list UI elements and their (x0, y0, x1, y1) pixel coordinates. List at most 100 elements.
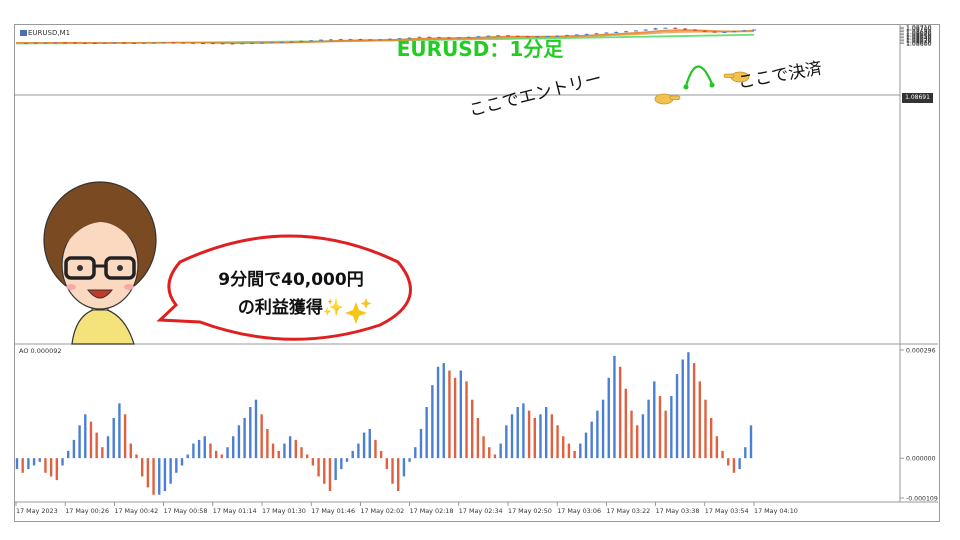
candle-body (742, 30, 747, 32)
y-tick-label: 1.08670 (906, 31, 932, 38)
candle-body (210, 43, 215, 45)
current-price-badge: 1.08691 (902, 93, 933, 103)
x-tick-label: 17 May 01:30 (262, 507, 306, 515)
bubble-line-1: 9分間で40,000円 (218, 270, 364, 290)
candle-body (515, 35, 520, 37)
candle-body (555, 35, 560, 37)
candle-body (269, 42, 274, 44)
y-tick-label: 1.08640 (906, 35, 932, 42)
candle-body (33, 42, 38, 44)
candle-body (614, 31, 619, 33)
candle-body (397, 38, 402, 40)
candle-body (368, 39, 373, 41)
bubble-text: 9分間で40,000円 の利益獲得✨ (186, 266, 396, 322)
candle-body (73, 42, 78, 44)
candle-body (260, 42, 264, 44)
top-arc-arrow (684, 65, 714, 87)
candle-body (250, 42, 255, 44)
candle-body (427, 36, 432, 38)
character-illustration-icon (43, 181, 157, 345)
x-tick-label: 17 May 00:26 (65, 507, 109, 515)
x-tick-label: 17 May 00:42 (114, 507, 158, 515)
candle-body (486, 35, 491, 37)
hand-pointing-left-icon (723, 71, 750, 83)
candle-body (378, 39, 383, 41)
candle-body (456, 37, 461, 39)
candle-body (633, 30, 638, 32)
ao-tick-label: -0.000109 (906, 496, 938, 503)
candle-body (161, 42, 166, 44)
candle-body (446, 37, 451, 39)
x-tick-label: 17 May 03:06 (557, 507, 601, 515)
candle-body (92, 42, 97, 44)
y-tick-label: 1.08700 (906, 26, 932, 33)
x-tick-label: 17 May 02:50 (508, 507, 552, 515)
entry-point-marker (683, 84, 689, 90)
chart-window-icon (20, 30, 27, 36)
candle-body (328, 39, 333, 41)
candle-body (722, 31, 727, 33)
x-tick-label: 17 May 2023 (16, 507, 58, 515)
candle-body (338, 39, 343, 41)
exit-point-marker (709, 82, 715, 88)
candle-body (102, 42, 107, 44)
y-tick-label: 1.08650 (906, 34, 932, 41)
candle-body (407, 37, 412, 39)
y-tick-label: 1.08610 (906, 40, 932, 47)
candle-body (387, 38, 392, 40)
hand-pointing-right-icon (654, 93, 681, 105)
sparkles-icon (345, 298, 372, 324)
candle-body (732, 31, 737, 33)
y-tick-label: 1.08630 (906, 37, 932, 44)
candle-body (624, 31, 629, 33)
candle-body (594, 33, 599, 35)
x-tick-label: 17 May 03:22 (606, 507, 650, 515)
candle-body (574, 34, 579, 36)
candle-body (230, 43, 235, 45)
x-tick-label: 17 May 01:46 (311, 507, 355, 515)
candle-body (545, 36, 550, 38)
candle-body (358, 39, 363, 41)
candle-body (299, 40, 304, 42)
candle-body (151, 42, 156, 44)
candle-body (122, 42, 127, 44)
y-tick-label: 1.08660 (906, 32, 932, 39)
candle-body (112, 42, 117, 44)
y-tick-label: 1.08710 (906, 25, 932, 32)
candle-body (663, 27, 668, 29)
candle-body (702, 30, 707, 32)
symbol-label: EURUSD,M1 (20, 29, 70, 37)
candle-body (466, 36, 471, 38)
candle-body (181, 42, 186, 44)
candle-body (417, 36, 422, 38)
candle-body (506, 35, 510, 37)
ao-tick-label: 0.000000 (906, 456, 936, 463)
bubble-line-2: の利益獲得✨ (237, 298, 345, 318)
candle-body (692, 29, 697, 31)
candle-body (565, 35, 570, 37)
candle-body (643, 29, 648, 31)
candle-body (683, 28, 688, 30)
candle-body (437, 37, 442, 39)
candle-body (82, 42, 87, 44)
candle-body (309, 40, 314, 42)
candle-body (752, 29, 756, 31)
y-tick-label: 1.08680 (906, 29, 932, 36)
x-tick-label: 17 May 02:02 (360, 507, 404, 515)
symbol-text: EURUSD,M1 (28, 29, 71, 37)
candle-body (191, 42, 196, 44)
candle-body (712, 31, 717, 33)
x-tick-label: 17 May 01:14 (213, 507, 257, 515)
candle-body (220, 43, 225, 45)
candle-body (200, 42, 205, 44)
chart-title: EURUSD：1分足 (396, 37, 564, 61)
x-tick-label: 17 May 00:58 (164, 507, 208, 515)
candle-body (673, 27, 678, 29)
x-tick-label: 17 May 03:38 (656, 507, 700, 515)
candle-body (535, 36, 540, 38)
ao-indicator-label: AO 0.000092 (19, 347, 62, 355)
x-tick-label: 17 May 02:34 (459, 507, 503, 515)
ao-tick-label: 0.000296 (906, 348, 936, 355)
candle-body (604, 32, 609, 34)
